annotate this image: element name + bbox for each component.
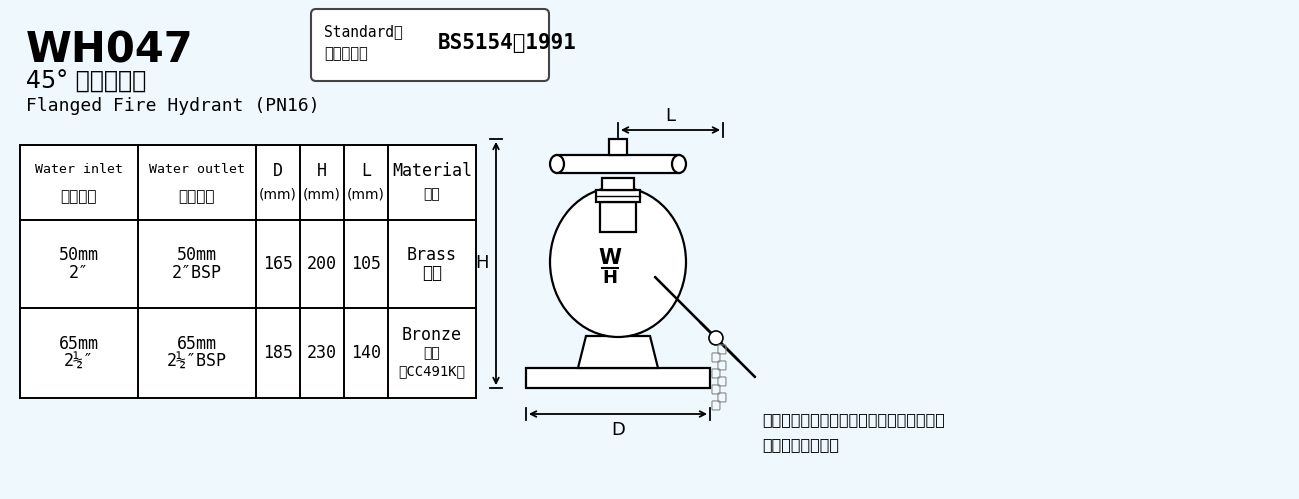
Bar — [526, 368, 711, 388]
Text: 140: 140 — [351, 344, 381, 362]
Text: 45° 法蘭消火栓: 45° 法蘭消火栓 — [26, 70, 147, 94]
Bar — [600, 202, 637, 232]
FancyBboxPatch shape — [310, 9, 549, 81]
Text: 進水規格: 進水規格 — [61, 189, 97, 204]
Bar — [19, 145, 475, 398]
Text: H: H — [603, 269, 617, 287]
Text: 50mm: 50mm — [58, 246, 99, 264]
Text: D: D — [273, 162, 283, 180]
Text: BS5154：1991: BS5154：1991 — [438, 33, 577, 53]
Text: （CC491K）: （CC491K） — [399, 364, 465, 378]
Polygon shape — [578, 336, 659, 368]
Text: 165: 165 — [262, 255, 294, 273]
Text: 注：可選配接中國式、德式、英式、町野式: 注：可選配接中國式、德式、英式、町野式 — [763, 413, 944, 428]
Text: 材料: 材料 — [423, 188, 440, 202]
Text: Water outlet: Water outlet — [149, 163, 246, 176]
Text: L: L — [665, 107, 675, 125]
Circle shape — [709, 331, 724, 345]
Text: Water inlet: Water inlet — [35, 163, 123, 176]
Text: 200: 200 — [307, 255, 336, 273]
Text: 標　　准：: 標 准： — [323, 46, 368, 61]
Text: (mm): (mm) — [347, 188, 385, 202]
Text: H: H — [475, 254, 488, 272]
Text: Flanged Fire Hydrant (PN16): Flanged Fire Hydrant (PN16) — [26, 97, 320, 115]
Bar — [596, 190, 640, 202]
Text: D: D — [611, 421, 625, 439]
Text: 2½″BSP: 2½″BSP — [168, 353, 227, 371]
Text: WH047: WH047 — [26, 29, 194, 71]
Text: 105: 105 — [351, 255, 381, 273]
Bar — [557, 155, 679, 173]
Text: 185: 185 — [262, 344, 294, 362]
Bar — [609, 139, 627, 155]
Text: Material: Material — [392, 162, 472, 180]
Bar — [601, 178, 634, 190]
Ellipse shape — [672, 155, 686, 173]
Text: Bronze: Bronze — [401, 326, 462, 344]
Polygon shape — [655, 276, 739, 361]
Text: Brass: Brass — [407, 246, 457, 264]
Text: 青銅: 青銅 — [423, 346, 440, 360]
Polygon shape — [700, 322, 756, 378]
Text: Standard：: Standard： — [323, 24, 403, 39]
Text: 出水規格: 出水規格 — [179, 189, 216, 204]
Text: 65mm: 65mm — [177, 335, 217, 353]
Text: (mm): (mm) — [303, 188, 340, 202]
Text: 2″BSP: 2″BSP — [171, 264, 222, 282]
Text: W: W — [599, 248, 621, 268]
Ellipse shape — [549, 155, 564, 173]
Text: 50mm: 50mm — [177, 246, 217, 264]
Text: 黃銅: 黃銅 — [422, 264, 442, 282]
Ellipse shape — [549, 187, 686, 337]
Text: 等各種接頭使用。: 等各種接頭使用。 — [763, 438, 839, 453]
Text: 2″: 2″ — [69, 264, 90, 282]
Text: 65mm: 65mm — [58, 335, 99, 353]
Text: 2½″: 2½″ — [64, 353, 94, 371]
Text: 230: 230 — [307, 344, 336, 362]
Text: H: H — [317, 162, 327, 180]
Text: L: L — [361, 162, 372, 180]
Text: (mm): (mm) — [259, 188, 297, 202]
